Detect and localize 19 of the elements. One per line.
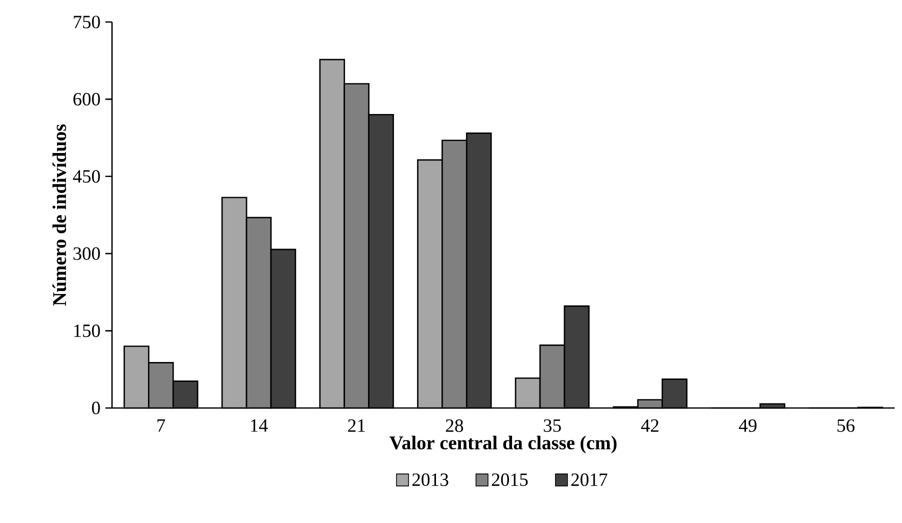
y-tick-label: 150 [74, 324, 100, 338]
x-tick-label: 14 [251, 419, 268, 432]
x-tick-label: 56 [838, 419, 855, 432]
y-tick-label: 0 [92, 402, 100, 414]
x-tick-label: 21 [348, 419, 365, 432]
x-tick-label: 7 [157, 419, 166, 432]
x-tick-label: 49 [738, 419, 756, 432]
y-tick-label: 450 [72, 170, 100, 183]
x-tick-label: 42 [641, 419, 658, 432]
x-tick-label: 35 [544, 419, 561, 432]
legend-label: 2015 [492, 473, 528, 486]
legend-label: 2017 [571, 473, 608, 486]
y-tick-label: 300 [74, 247, 100, 260]
legend-label: 2013 [412, 473, 448, 486]
x-tick-label: 28 [446, 419, 464, 432]
y-axis-title: Número de indivíduos [52, 124, 66, 306]
y-tick-label: 750 [74, 16, 100, 28]
y-tick-label: 600 [73, 92, 100, 106]
x-axis-title: Valor central da classe (cm) [390, 436, 616, 454]
